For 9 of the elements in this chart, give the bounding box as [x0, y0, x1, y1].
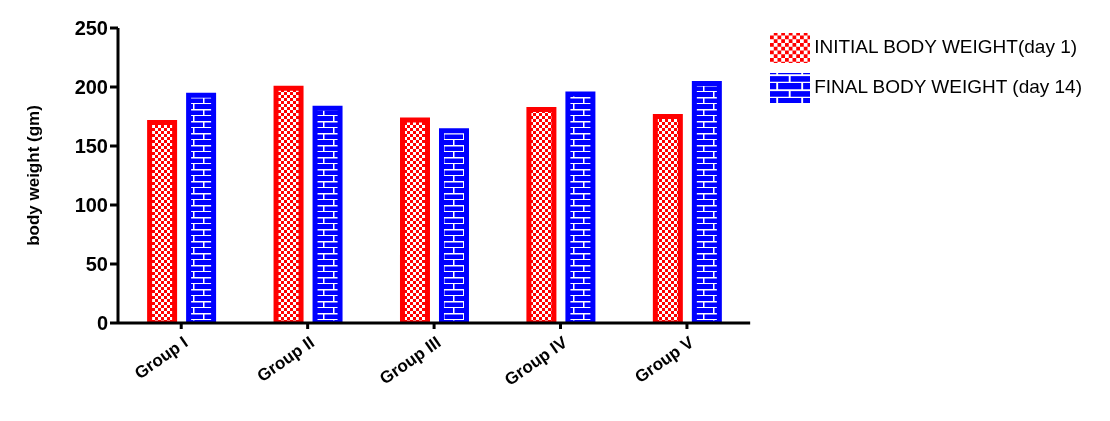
- y-tick-label: 200: [74, 76, 108, 99]
- y-axis-title: body weight (gm): [24, 105, 44, 246]
- legend-label: FINAL BODY WEIGHT (day 14): [814, 76, 1082, 98]
- y-tick-label: 250: [74, 17, 108, 40]
- y-tick-label: 100: [74, 194, 108, 217]
- y-tick-label: 50: [85, 253, 108, 276]
- legend-label: INITIAL BODY WEIGHT(day 1): [814, 36, 1078, 58]
- y-tick-label: 150: [74, 135, 108, 158]
- y-tick-label: 0: [96, 312, 108, 335]
